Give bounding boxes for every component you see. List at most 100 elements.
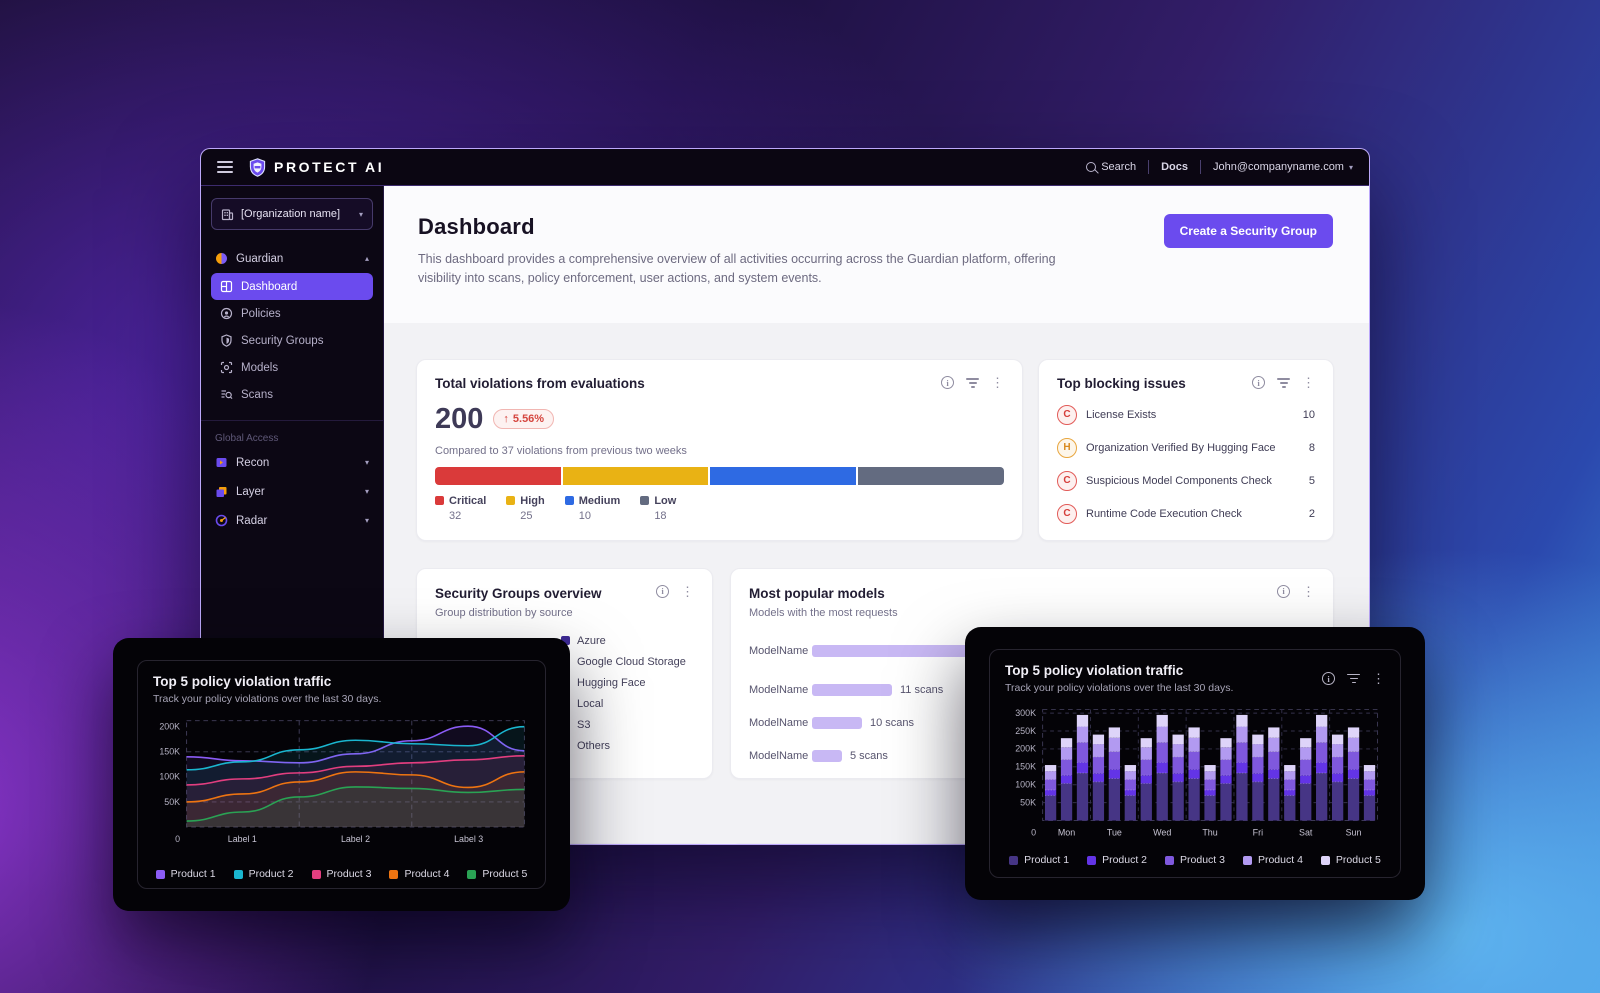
info-icon[interactable]: i (1277, 584, 1290, 598)
sidebar-item-label: Security Groups (241, 334, 324, 347)
legend-swatch (1242, 855, 1252, 865)
donut-legend-item: Local (561, 698, 686, 710)
legend-label: Critical (449, 494, 487, 507)
severity-badge: C (1057, 404, 1077, 425)
layers-icon (215, 485, 228, 498)
svg-text:Mon: Mon (1058, 828, 1075, 838)
svg-text:0: 0 (175, 834, 180, 844)
svg-text:Fri: Fri (1253, 828, 1263, 838)
sidebar-item-policies[interactable]: Policies (211, 300, 373, 327)
info-icon[interactable]: i (1322, 672, 1335, 685)
legend-count: 32 (449, 509, 462, 522)
legend-count: 10 (578, 509, 591, 522)
arrow-up-icon: ↑ (503, 413, 509, 426)
sidebar-item-models[interactable]: Models (211, 354, 373, 381)
create-security-group-button[interactable]: Create a Security Group (1163, 214, 1333, 248)
sidebar-item-security-groups[interactable]: Security Groups (211, 327, 373, 354)
model-scan-count: 11 scans (900, 683, 944, 696)
kebab-menu-icon[interactable]: ⋮ (1372, 671, 1385, 686)
legend-label: Product 1 (170, 868, 216, 880)
filter-icon[interactable] (1347, 671, 1360, 685)
issue-count: 5 (1308, 474, 1315, 487)
chevron-down-icon: ▾ (364, 516, 369, 525)
sidebar-item-radar[interactable]: Radar ▾ (201, 506, 383, 535)
legend-label: High (520, 494, 545, 507)
model-scan-bar (812, 716, 862, 729)
violation-segment-low (858, 466, 1004, 485)
violations-legend: Critical 32 High 25 Medium 10 Low 18 (435, 495, 1004, 522)
menu-icon[interactable] (217, 158, 233, 176)
legend-swatch (506, 496, 516, 506)
model-scan-icon (220, 361, 233, 374)
violation-segment-high (562, 466, 709, 485)
kebab-menu-icon[interactable]: ⋮ (1302, 583, 1315, 599)
sidebar-item-recon[interactable]: Recon ▾ (201, 448, 383, 477)
legend-swatch (640, 496, 650, 506)
chart-legend-item: Product 2 (1087, 854, 1147, 866)
info-icon[interactable]: i (656, 584, 669, 598)
sidebar-item-layer[interactable]: Layer ▾ (201, 477, 383, 506)
global-access-label: Global Access (215, 433, 279, 444)
svg-text:300K: 300K (1015, 708, 1036, 718)
sidebar-item-label: Dashboard (241, 280, 298, 293)
svg-text:Label 2: Label 2 (341, 834, 370, 844)
chevron-down-icon: ▾ (358, 209, 363, 219)
search-button[interactable]: Search (1086, 161, 1136, 173)
issue-label: Runtime Code Execution Check (1086, 507, 1242, 520)
organization-selector[interactable]: [Organization name] ▾ (211, 198, 373, 230)
chevron-down-icon: ▾ (364, 487, 369, 496)
model-row: ModelName 11 scans (749, 683, 1315, 696)
donut-legend-item: Others (561, 740, 686, 752)
model-row: ModelName 10 scans (749, 716, 1315, 729)
sidebar-item-scans[interactable]: Scans (211, 381, 373, 408)
kebab-menu-icon[interactable]: ⋮ (1302, 375, 1315, 391)
model-scan-count: 5 scans (850, 749, 888, 762)
line-chart-legend: Product 1 Product 2 Product 3 Product 4 Prod… (153, 868, 530, 880)
model-name: ModelName (749, 716, 809, 729)
sidebar-item-label: Layer (236, 485, 265, 498)
search-icon (1086, 162, 1097, 172)
policy-shield-icon (220, 307, 233, 320)
violations-stacked-bar (435, 466, 1004, 485)
filter-icon[interactable] (1277, 376, 1290, 390)
shield-logo-icon (249, 157, 266, 177)
issue-count: 2 (1308, 507, 1315, 520)
docs-link[interactable]: Docs (1161, 161, 1188, 173)
info-icon[interactable]: i (941, 376, 954, 390)
search-label: Search (1101, 161, 1137, 173)
chart-legend-item: Product 4 (389, 868, 449, 880)
svg-text:150K: 150K (159, 747, 180, 757)
info-icon[interactable]: i (1252, 376, 1265, 390)
svg-text:200K: 200K (159, 721, 180, 731)
legend-label: Google Cloud Storage (577, 655, 686, 668)
brand: PROTECT AI (249, 157, 384, 177)
card-subtitle: Models with the most requests (749, 606, 898, 619)
filter-icon[interactable] (966, 376, 979, 390)
legend-count: 18 (654, 509, 667, 522)
donut-legend: Azure Google Cloud Storage Hugging Face Loc… (561, 635, 686, 752)
issue-label: Suspicious Model Components Check (1086, 474, 1272, 487)
bar-chart-panel: Top 5 policy violation traffic Track you… (989, 649, 1401, 878)
account-menu[interactable]: John@companyname.com ▾ (1213, 161, 1353, 173)
kebab-menu-icon[interactable]: ⋮ (991, 375, 1004, 391)
svg-text:50K: 50K (1020, 797, 1036, 807)
svg-text:Label 3: Label 3 (454, 834, 483, 844)
svg-text:100K: 100K (159, 772, 180, 782)
legend-label: Azure (577, 634, 606, 647)
kebab-menu-icon[interactable]: ⋮ (681, 583, 694, 599)
recon-icon (215, 456, 228, 469)
legend-label: Product 5 (482, 868, 528, 880)
sidebar-item-dashboard[interactable]: Dashboard (211, 273, 373, 300)
blocking-issue-row: H Organization Verified By Hugging Face 8 (1057, 437, 1315, 458)
chart-legend-item: Product 5 (1320, 854, 1381, 866)
blocking-issue-row: C Suspicious Model Components Check 5 (1057, 470, 1315, 491)
legend-label: Low (654, 494, 677, 507)
model-scan-bar (812, 749, 842, 762)
sidebar-group-guardian[interactable]: Guardian ▴ (201, 244, 383, 273)
delta-value: 5.56% (512, 413, 545, 426)
violations-caption: Compared to 37 violations from previous … (435, 444, 687, 457)
model-scan-bar (812, 683, 892, 696)
legend-label: Product 3 (326, 868, 372, 880)
top-bar: PROTECT AI Search Docs John@companyname.… (201, 149, 1369, 186)
legend-swatch (233, 869, 243, 879)
